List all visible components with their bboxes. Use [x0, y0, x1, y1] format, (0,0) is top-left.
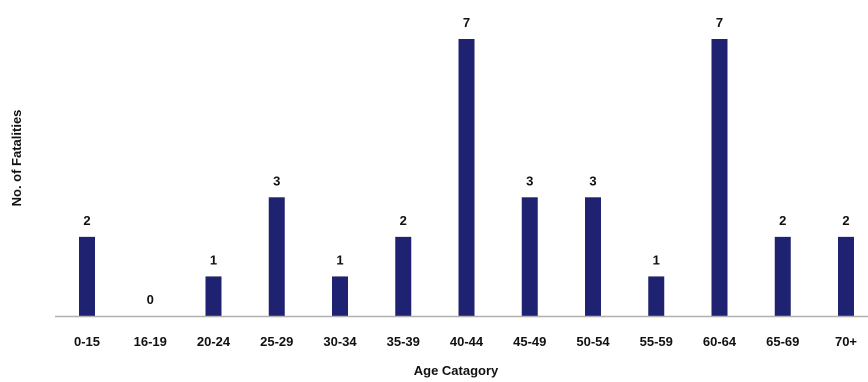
- value-label-16-19: 0: [147, 292, 154, 307]
- x-tick-label-20-24: 20-24: [197, 334, 231, 349]
- value-labels-group: 2 0 1 3 1 2 7 3 3 1 7 2 2: [83, 15, 849, 307]
- bar-35-39: [395, 236, 412, 316]
- x-tick-label-35-39: 35-39: [387, 334, 420, 349]
- x-tick-label-70+: 70+: [835, 334, 857, 349]
- x-tick-label-45-49: 45-49: [513, 334, 546, 349]
- value-label-20-24: 1: [210, 252, 217, 267]
- bar-55-59: [648, 276, 665, 316]
- value-label-0-15: 2: [83, 213, 90, 228]
- value-label-25-29: 3: [273, 173, 280, 188]
- bar-30-34: [332, 276, 348, 316]
- value-label-45-49: 3: [526, 173, 533, 188]
- value-label-50-54: 3: [589, 173, 596, 188]
- bar-20-24: [205, 276, 222, 316]
- x-tick-labels-group: 0-15 16-19 20-24 25-29 30-34 35-39 40-44 45-49 5…: [74, 334, 857, 349]
- x-tick-label-65-69: 65-69: [766, 334, 799, 349]
- bar-45-49: [521, 197, 538, 316]
- x-tick-label-30-34: 30-34: [323, 334, 357, 349]
- x-tick-label-40-44: 40-44: [450, 334, 484, 349]
- x-tick-label-55-59: 55-59: [640, 334, 673, 349]
- value-label-60-64: 7: [716, 15, 723, 30]
- bar-60-64: [711, 39, 728, 316]
- x-axis-title: Age Catagory: [414, 363, 499, 378]
- x-tick-label-25-29: 25-29: [260, 334, 293, 349]
- y-axis-title: No. of Fatalities: [9, 110, 24, 207]
- x-tick-label-60-64: 60-64: [703, 334, 737, 349]
- value-label-65-69: 2: [779, 213, 786, 228]
- value-label-35-39: 2: [400, 213, 407, 228]
- bars-group: [79, 39, 854, 316]
- bar-65-69: [774, 236, 791, 316]
- bar-50-54: [585, 197, 601, 316]
- value-label-70+: 2: [842, 213, 849, 228]
- x-tick-label-16-19: 16-19: [134, 334, 167, 349]
- x-tick-label-50-54: 50-54: [576, 334, 610, 349]
- bar-25-29: [268, 197, 285, 316]
- value-label-55-59: 1: [653, 252, 660, 267]
- value-label-30-34: 1: [336, 252, 343, 267]
- value-label-40-44: 7: [463, 15, 470, 30]
- x-tick-label-0-15: 0-15: [74, 334, 100, 349]
- bar-40-44: [458, 39, 475, 316]
- bar-70+: [838, 236, 854, 316]
- bar-0-15: [79, 236, 95, 316]
